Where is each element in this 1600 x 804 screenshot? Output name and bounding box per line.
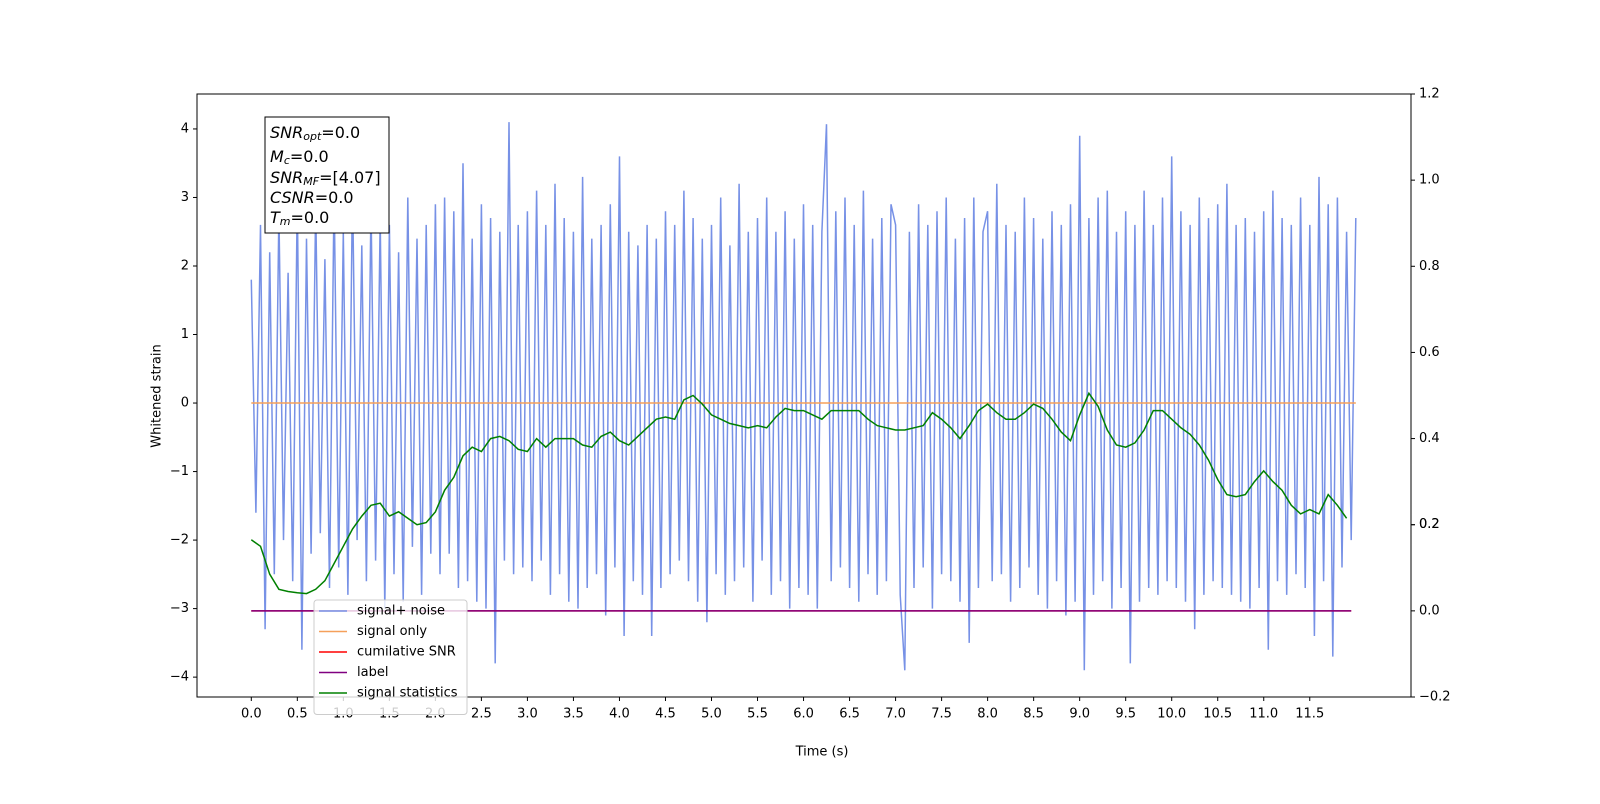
annotation-rest: =0.0	[290, 147, 329, 166]
y2-tick-label: 0.2	[1419, 517, 1440, 532]
annotation-rest: =0.0	[321, 123, 360, 142]
x-tick-label: 10.0	[1157, 707, 1186, 722]
x-tick-label: 11.0	[1249, 707, 1278, 722]
annotation: CSNR=0.0	[270, 188, 354, 207]
x-tick-label: 7.0	[885, 707, 906, 722]
annotation-rest: =[4.07]	[319, 168, 381, 187]
x-tick-label: 2.5	[471, 707, 492, 722]
annotation: Mc=0.0	[270, 147, 329, 168]
y-tick-label: 1	[181, 327, 189, 342]
y2-tick-label: 0.4	[1419, 431, 1440, 446]
annotation-sub: m	[280, 215, 291, 228]
annotation-main: CSNR	[270, 188, 315, 207]
y-tick-label: −4	[170, 670, 189, 685]
annotation-rest: =0.0	[291, 208, 330, 227]
x-tick-label: 9.0	[1069, 707, 1090, 722]
x-tick-label: 5.5	[747, 707, 768, 722]
annotation-sub: MF	[303, 175, 319, 188]
x-tick-label: 6.5	[839, 707, 860, 722]
annotation-main: SNR	[270, 123, 303, 142]
y-axis-label: Whitened strain	[150, 344, 165, 447]
x-tick-label: 10.5	[1203, 707, 1232, 722]
legend-box	[313, 599, 468, 715]
series-line	[250, 391, 1348, 595]
y2-tick-label: 0.0	[1419, 603, 1440, 618]
y-tick-label: −3	[170, 601, 189, 616]
annotation-main: T	[270, 208, 281, 227]
y-tick-label: 0	[181, 396, 189, 411]
y2-tick-label: 0.2	[1419, 517, 1440, 532]
legend-label: label	[357, 665, 388, 680]
y-tick-label: −2	[170, 533, 189, 548]
legend-label: signal statistics	[357, 686, 458, 701]
annotation-main: M	[270, 147, 284, 166]
x-tick-label: 0.0	[241, 707, 262, 722]
series-line	[250, 122, 1357, 671]
x-tick-label: 8.5	[1023, 707, 1044, 722]
legend-label: cumilative SNR	[357, 645, 456, 660]
x-tick-label: 3.5	[563, 707, 584, 722]
annotation-sub: c	[284, 154, 290, 167]
annotation: SNRopt=0.0	[270, 123, 360, 144]
legend-label: signal+ noise	[357, 604, 445, 619]
x-tick-label: 0.5	[287, 707, 308, 722]
x-tick-label: 7.5	[931, 707, 952, 722]
y2-tick-label: 0.8	[1419, 259, 1440, 274]
x-tick-label: 4.5	[655, 707, 676, 722]
annotation-sub: opt	[303, 130, 322, 143]
x-tick-label: 3.0	[517, 707, 538, 722]
x-tick-label: 8.0	[977, 707, 998, 722]
annotation-main: SNR	[270, 168, 303, 187]
y-tick-label: 3	[181, 190, 189, 205]
x-tick-label: 5.0	[701, 707, 722, 722]
annotation-box	[264, 116, 390, 234]
y2-tick-label: 1.2	[1419, 87, 1440, 102]
x-tick-label: 6.0	[793, 707, 814, 722]
y-tick-label: 4	[181, 121, 189, 136]
y-tick-label: −1	[170, 464, 189, 479]
x-tick-label: 11.5	[1295, 707, 1324, 722]
y2-tick-label: 1.0	[1419, 173, 1440, 188]
x-tick-label: 4.0	[609, 707, 630, 722]
x-axis-label: Time (s)	[795, 745, 849, 760]
legend-label: signal only	[357, 624, 427, 639]
y2-tick-label: 0.6	[1419, 345, 1440, 360]
annotation: Tm=0.0	[270, 208, 329, 229]
y2-tick-label: −0.2	[1419, 690, 1451, 705]
annotation-rest: =0.0	[315, 188, 354, 207]
annotation: SNRMF=[4.07]	[270, 168, 381, 189]
x-tick-label: 9.5	[1115, 707, 1136, 722]
y-tick-label: 2	[181, 258, 189, 273]
